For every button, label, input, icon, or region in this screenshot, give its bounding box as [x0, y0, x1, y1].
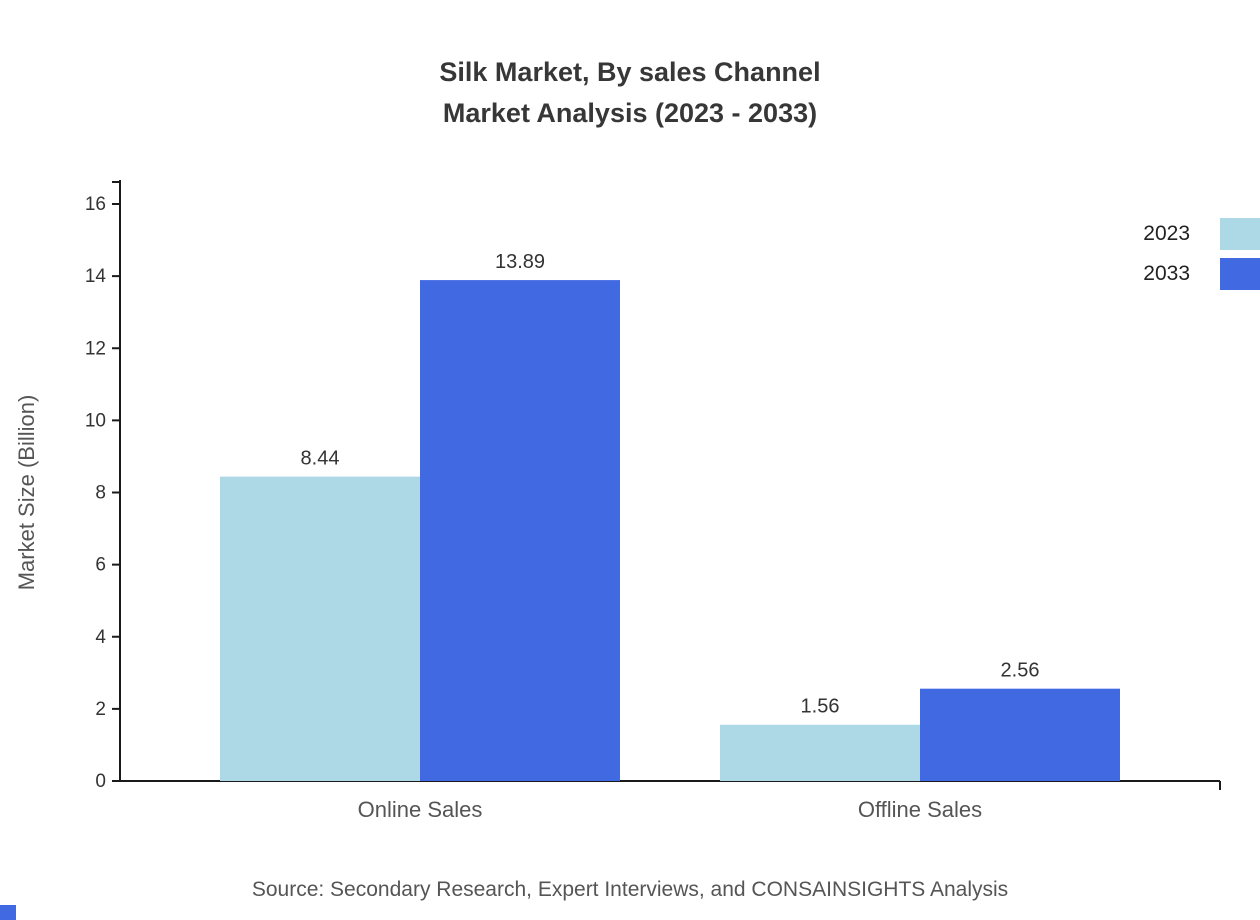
legend-item-2033: 2033 [1143, 258, 1260, 290]
bar-value-label: 13.89 [495, 251, 545, 273]
y-tick-label: 10 [85, 410, 106, 431]
y-tick-label: 14 [85, 266, 107, 287]
legend-item-2023: 2023 [1143, 218, 1260, 250]
source-note: Source: Secondary Research, Expert Inter… [251, 878, 1009, 901]
y-tick-label: 16 [85, 194, 106, 215]
bar-value-label: 2.56 [1001, 660, 1040, 682]
chart-title: Silk Market, By sales Channel Market Ana… [0, 52, 1260, 134]
bar-online-sales-2033 [420, 280, 620, 781]
chart-title-line1: Silk Market, By sales Channel [439, 57, 821, 87]
y-tick-label: 0 [95, 771, 106, 792]
bar-offline-sales-2023 [720, 724, 920, 781]
legend-swatch-2023 [1220, 218, 1260, 250]
corner-accent [0, 905, 16, 920]
legend-label-2033: 2033 [1143, 262, 1190, 285]
y-tick-label: 2 [95, 699, 106, 720]
bar-value-label: 1.56 [801, 696, 840, 718]
x-category-label: Online Sales [358, 797, 483, 822]
x-category-label: Offline Sales [858, 797, 982, 822]
bar-value-label: 8.44 [301, 448, 340, 470]
y-tick-label: 6 [95, 555, 106, 576]
chart-title-line2: Market Analysis (2023 - 2033) [442, 98, 818, 128]
chart-legend: 2023 2033 [1143, 218, 1260, 290]
bar-online-sales-2023 [220, 476, 420, 781]
y-tick-label: 4 [95, 627, 106, 648]
y-axis-title: Market Size (Billion) [14, 395, 39, 591]
legend-swatch-2033 [1220, 258, 1260, 290]
y-tick-label: 8 [95, 483, 106, 504]
bar-offline-sales-2033 [920, 688, 1120, 781]
y-tick-label: 12 [85, 338, 106, 359]
legend-label-2023: 2023 [1143, 222, 1190, 245]
